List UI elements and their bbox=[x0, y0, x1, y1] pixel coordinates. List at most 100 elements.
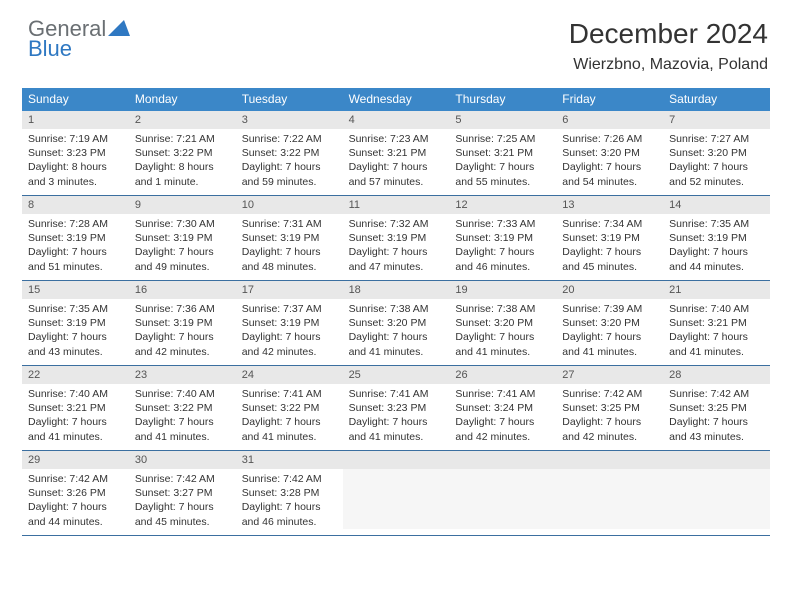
dow-cell: Sunday bbox=[22, 88, 129, 111]
dow-cell: Thursday bbox=[449, 88, 556, 111]
daylight-line2: and 44 minutes. bbox=[28, 515, 123, 529]
daylight-line2: and 42 minutes. bbox=[135, 345, 230, 359]
empty-day bbox=[663, 469, 770, 529]
sunrise-text: Sunrise: 7:41 AM bbox=[349, 387, 444, 401]
daylight-line2: and 57 minutes. bbox=[349, 175, 444, 189]
day-body: Sunrise: 7:36 AMSunset: 3:19 PMDaylight:… bbox=[129, 299, 236, 365]
day-number: 16 bbox=[129, 281, 236, 299]
week-row: 22Sunrise: 7:40 AMSunset: 3:21 PMDayligh… bbox=[22, 366, 770, 451]
sunset-text: Sunset: 3:19 PM bbox=[669, 231, 764, 245]
sunrise-text: Sunrise: 7:42 AM bbox=[669, 387, 764, 401]
sunset-text: Sunset: 3:22 PM bbox=[242, 146, 337, 160]
day-body: Sunrise: 7:27 AMSunset: 3:20 PMDaylight:… bbox=[663, 129, 770, 195]
empty-day bbox=[556, 469, 663, 529]
day-number bbox=[663, 451, 770, 469]
daylight-line1: Daylight: 7 hours bbox=[28, 245, 123, 259]
daylight-line2: and 41 minutes. bbox=[349, 430, 444, 444]
sunset-text: Sunset: 3:19 PM bbox=[242, 316, 337, 330]
day-body: Sunrise: 7:26 AMSunset: 3:20 PMDaylight:… bbox=[556, 129, 663, 195]
day-body: Sunrise: 7:22 AMSunset: 3:22 PMDaylight:… bbox=[236, 129, 343, 195]
day-body: Sunrise: 7:38 AMSunset: 3:20 PMDaylight:… bbox=[343, 299, 450, 365]
day-cell: 9Sunrise: 7:30 AMSunset: 3:19 PMDaylight… bbox=[129, 196, 236, 280]
day-number: 17 bbox=[236, 281, 343, 299]
daylight-line1: Daylight: 7 hours bbox=[669, 160, 764, 174]
sunrise-text: Sunrise: 7:30 AM bbox=[135, 217, 230, 231]
day-cell: 21Sunrise: 7:40 AMSunset: 3:21 PMDayligh… bbox=[663, 281, 770, 365]
title-block: December 2024 Wierzbno, Mazovia, Poland bbox=[569, 18, 768, 74]
sunrise-text: Sunrise: 7:21 AM bbox=[135, 132, 230, 146]
daylight-line2: and 47 minutes. bbox=[349, 260, 444, 274]
day-body: Sunrise: 7:41 AMSunset: 3:22 PMDaylight:… bbox=[236, 384, 343, 450]
day-cell: 6Sunrise: 7:26 AMSunset: 3:20 PMDaylight… bbox=[556, 111, 663, 195]
week-row: 8Sunrise: 7:28 AMSunset: 3:19 PMDaylight… bbox=[22, 196, 770, 281]
day-cell bbox=[663, 451, 770, 535]
daylight-line2: and 59 minutes. bbox=[242, 175, 337, 189]
weeks-container: 1Sunrise: 7:19 AMSunset: 3:23 PMDaylight… bbox=[22, 111, 770, 536]
sunrise-text: Sunrise: 7:40 AM bbox=[669, 302, 764, 316]
day-body: Sunrise: 7:34 AMSunset: 3:19 PMDaylight:… bbox=[556, 214, 663, 280]
day-cell: 25Sunrise: 7:41 AMSunset: 3:23 PMDayligh… bbox=[343, 366, 450, 450]
day-of-week-header: SundayMondayTuesdayWednesdayThursdayFrid… bbox=[22, 88, 770, 111]
sunrise-text: Sunrise: 7:19 AM bbox=[28, 132, 123, 146]
daylight-line1: Daylight: 7 hours bbox=[349, 330, 444, 344]
sunset-text: Sunset: 3:21 PM bbox=[669, 316, 764, 330]
sunrise-text: Sunrise: 7:34 AM bbox=[562, 217, 657, 231]
sunset-text: Sunset: 3:20 PM bbox=[455, 316, 550, 330]
day-number: 30 bbox=[129, 451, 236, 469]
day-number: 15 bbox=[22, 281, 129, 299]
sunrise-text: Sunrise: 7:33 AM bbox=[455, 217, 550, 231]
day-body: Sunrise: 7:41 AMSunset: 3:23 PMDaylight:… bbox=[343, 384, 450, 450]
day-cell: 3Sunrise: 7:22 AMSunset: 3:22 PMDaylight… bbox=[236, 111, 343, 195]
sunrise-text: Sunrise: 7:39 AM bbox=[562, 302, 657, 316]
dow-cell: Wednesday bbox=[343, 88, 450, 111]
daylight-line1: Daylight: 7 hours bbox=[455, 415, 550, 429]
daylight-line2: and 42 minutes. bbox=[242, 345, 337, 359]
day-number: 10 bbox=[236, 196, 343, 214]
day-cell: 2Sunrise: 7:21 AMSunset: 3:22 PMDaylight… bbox=[129, 111, 236, 195]
day-number: 14 bbox=[663, 196, 770, 214]
day-number: 20 bbox=[556, 281, 663, 299]
sunrise-text: Sunrise: 7:41 AM bbox=[455, 387, 550, 401]
day-number: 25 bbox=[343, 366, 450, 384]
sunrise-text: Sunrise: 7:35 AM bbox=[28, 302, 123, 316]
day-body: Sunrise: 7:42 AMSunset: 3:27 PMDaylight:… bbox=[129, 469, 236, 535]
daylight-line2: and 45 minutes. bbox=[562, 260, 657, 274]
day-number: 26 bbox=[449, 366, 556, 384]
daylight-line1: Daylight: 7 hours bbox=[242, 245, 337, 259]
day-cell: 14Sunrise: 7:35 AMSunset: 3:19 PMDayligh… bbox=[663, 196, 770, 280]
day-body: Sunrise: 7:31 AMSunset: 3:19 PMDaylight:… bbox=[236, 214, 343, 280]
day-body: Sunrise: 7:30 AMSunset: 3:19 PMDaylight:… bbox=[129, 214, 236, 280]
day-cell bbox=[343, 451, 450, 535]
day-cell: 26Sunrise: 7:41 AMSunset: 3:24 PMDayligh… bbox=[449, 366, 556, 450]
day-cell: 30Sunrise: 7:42 AMSunset: 3:27 PMDayligh… bbox=[129, 451, 236, 535]
sunset-text: Sunset: 3:19 PM bbox=[455, 231, 550, 245]
day-cell: 24Sunrise: 7:41 AMSunset: 3:22 PMDayligh… bbox=[236, 366, 343, 450]
day-number: 12 bbox=[449, 196, 556, 214]
day-body: Sunrise: 7:42 AMSunset: 3:25 PMDaylight:… bbox=[556, 384, 663, 450]
daylight-line1: Daylight: 7 hours bbox=[669, 330, 764, 344]
sunset-text: Sunset: 3:26 PM bbox=[28, 486, 123, 500]
sunset-text: Sunset: 3:19 PM bbox=[28, 231, 123, 245]
daylight-line1: Daylight: 7 hours bbox=[349, 415, 444, 429]
daylight-line2: and 41 minutes. bbox=[562, 345, 657, 359]
sunrise-text: Sunrise: 7:37 AM bbox=[242, 302, 337, 316]
logo-text-2: Blue bbox=[28, 38, 130, 60]
daylight-line1: Daylight: 7 hours bbox=[242, 415, 337, 429]
sunset-text: Sunset: 3:20 PM bbox=[562, 316, 657, 330]
daylight-line1: Daylight: 7 hours bbox=[242, 160, 337, 174]
sunrise-text: Sunrise: 7:42 AM bbox=[28, 472, 123, 486]
sunrise-text: Sunrise: 7:42 AM bbox=[562, 387, 657, 401]
sunset-text: Sunset: 3:22 PM bbox=[242, 401, 337, 415]
sunrise-text: Sunrise: 7:32 AM bbox=[349, 217, 444, 231]
daylight-line2: and 3 minutes. bbox=[28, 175, 123, 189]
sunset-text: Sunset: 3:22 PM bbox=[135, 401, 230, 415]
day-cell: 22Sunrise: 7:40 AMSunset: 3:21 PMDayligh… bbox=[22, 366, 129, 450]
daylight-line1: Daylight: 7 hours bbox=[135, 500, 230, 514]
day-cell: 15Sunrise: 7:35 AMSunset: 3:19 PMDayligh… bbox=[22, 281, 129, 365]
daylight-line1: Daylight: 7 hours bbox=[562, 160, 657, 174]
dow-cell: Tuesday bbox=[236, 88, 343, 111]
day-body: Sunrise: 7:37 AMSunset: 3:19 PMDaylight:… bbox=[236, 299, 343, 365]
day-cell: 10Sunrise: 7:31 AMSunset: 3:19 PMDayligh… bbox=[236, 196, 343, 280]
sunrise-text: Sunrise: 7:23 AM bbox=[349, 132, 444, 146]
sunset-text: Sunset: 3:23 PM bbox=[349, 401, 444, 415]
